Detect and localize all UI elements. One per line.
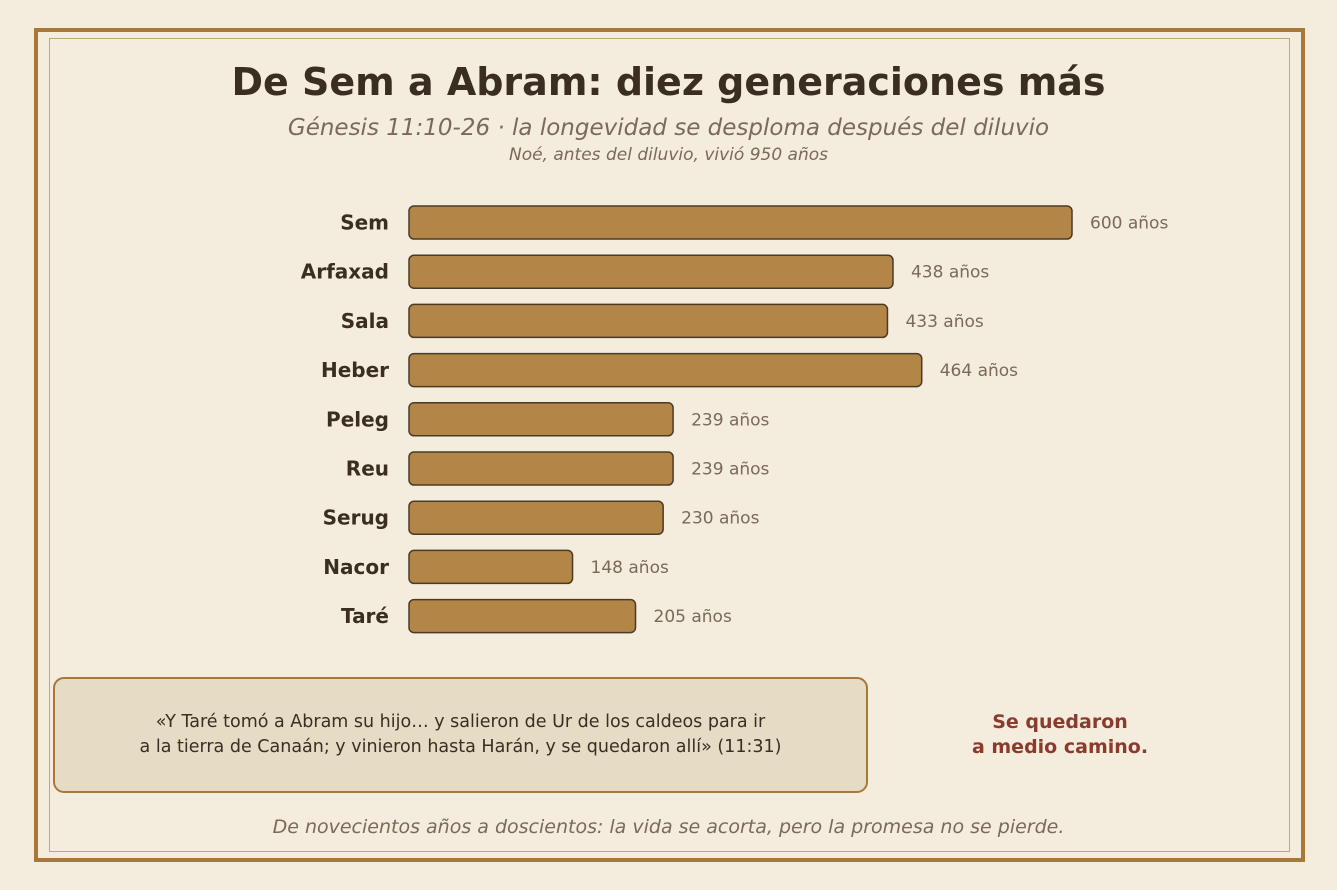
- category-label-reu: Reu: [346, 457, 389, 481]
- category-label-sem: Sem: [340, 211, 389, 235]
- bar-tare: [408, 598, 637, 634]
- category-label-peleg: Peleg: [326, 407, 389, 431]
- value-label-reu: 239 años: [691, 460, 769, 480]
- bar-serug: [408, 500, 664, 535]
- bar-arfaxad: [408, 254, 894, 289]
- category-label-tare: Taré: [341, 604, 389, 628]
- chart-subtitle: Génesis 11:10-26 · la longevidad se desp…: [287, 115, 1050, 141]
- value-label-sem: 600 años: [1090, 214, 1168, 234]
- category-label-nacor: Nacor: [323, 555, 389, 579]
- value-label-peleg: 239 años: [691, 410, 769, 430]
- category-label-serug: Serug: [323, 506, 389, 530]
- bar-reu: [408, 451, 674, 486]
- inner-frame: [49, 38, 1290, 852]
- bar-sem: [408, 205, 1073, 240]
- outer-frame: [34, 28, 1305, 862]
- aside-line-2: a medio camino.: [971, 736, 1149, 758]
- footer-caption: De novecientos años a doscientos: la vid…: [272, 816, 1065, 838]
- aside-line-1: Se quedaron: [992, 711, 1128, 733]
- value-label-serug: 230 años: [681, 509, 759, 529]
- chart-title: De Sem a Abram: diez generaciones más: [231, 60, 1106, 104]
- bar-heber: [408, 352, 923, 388]
- value-label-heber: 464 años: [940, 361, 1018, 381]
- bar-nacor: [408, 549, 574, 585]
- bar-peleg: [408, 402, 674, 437]
- aside-note: Se quedaron a medio camino.: [900, 710, 1220, 760]
- value-label-arfaxad: 438 años: [911, 263, 989, 283]
- value-label-nacor: 148 años: [591, 558, 669, 578]
- bar-sala: [408, 303, 889, 339]
- value-label-tare: 205 años: [654, 607, 732, 627]
- value-label-sala: 433 años: [905, 312, 983, 332]
- category-label-arfaxad: Arfaxad: [301, 260, 389, 284]
- quote-line-1: «Y Taré tomó a Abram su hijo… y salieron…: [155, 712, 766, 732]
- quote-line-2: a la tierra de Canaán; y vinieron hasta …: [139, 737, 782, 757]
- chart-note: Noé, antes del diluvio, vivió 950 años: [508, 145, 828, 165]
- category-label-heber: Heber: [321, 358, 389, 382]
- quote-text: «Y Taré tomó a Abram su hijo… y salieron…: [140, 710, 782, 760]
- category-label-sala: Sala: [341, 309, 389, 333]
- quote-box: «Y Taré tomó a Abram su hijo… y salieron…: [53, 677, 868, 793]
